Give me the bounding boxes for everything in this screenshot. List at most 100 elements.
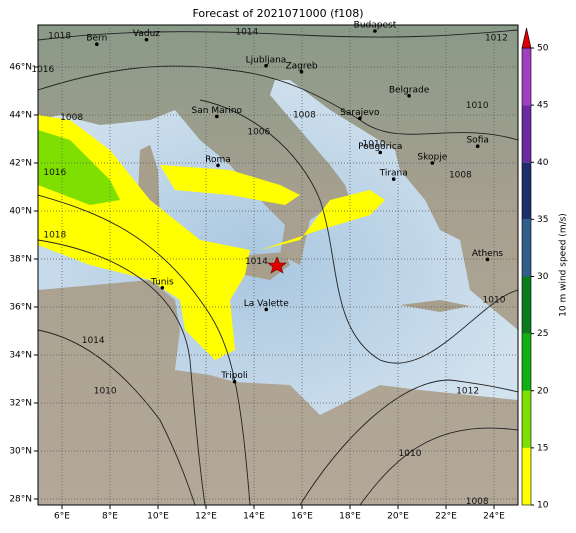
y-tick-label: 30°N	[9, 447, 32, 457]
city-label: Bern	[86, 34, 107, 44]
colorbar-segment	[522, 48, 531, 106]
city-marker	[391, 177, 396, 181]
colorbar: 10 15 20 25 30 35 40 45 50	[521, 27, 549, 511]
colorbar-tick-label: 20	[537, 386, 549, 396]
city-marker	[215, 114, 219, 119]
city-label: Tirana	[379, 169, 408, 179]
isobar-label: 1016	[43, 168, 66, 178]
city-label: Athens	[472, 249, 503, 259]
x-tick-label: 10°E	[147, 512, 169, 522]
colorbar-segment	[522, 105, 531, 163]
city-marker	[216, 163, 220, 168]
city-label: Ljubljana	[246, 55, 287, 65]
isobar-label: 1010	[94, 387, 117, 397]
colorbar-segment	[522, 162, 531, 220]
colorbar-segment	[522, 390, 531, 448]
city-marker	[160, 286, 165, 290]
isobar-label: 1016	[31, 65, 54, 75]
city-label: La Valette	[244, 299, 289, 309]
isobar-label: 1018	[43, 231, 66, 241]
colorbar-segment	[522, 276, 531, 334]
colorbar-tick-label: 45	[537, 101, 548, 111]
city-marker	[264, 307, 269, 312]
isobar-label: 1010	[483, 295, 506, 305]
city-marker	[378, 150, 383, 155]
isobar-label: 1012	[485, 34, 508, 44]
city-label: Zagreb	[285, 61, 317, 71]
city-marker	[299, 70, 304, 74]
city-label: Sofia	[466, 136, 488, 146]
city-label: Podgorica	[358, 142, 402, 152]
map-frame	[37, 24, 519, 506]
isobar-label: 1008	[60, 113, 83, 123]
x-tick-label: 24°E	[483, 512, 505, 522]
y-tick-label: 42°N	[9, 159, 32, 169]
x-tick-label: 20°E	[387, 512, 409, 522]
wind-area	[260, 190, 385, 250]
colorbar-segment	[522, 447, 531, 505]
colorbar-tick-label: 35	[537, 215, 548, 225]
city-label: Sarajevo	[340, 108, 380, 118]
y-tick-label: 32°N	[9, 399, 32, 409]
colorbar-label: 10 m wind speed (m/s)	[559, 213, 569, 317]
isobar-label: 1008	[449, 171, 472, 181]
y-tick-label: 34°N	[9, 351, 32, 361]
x-tick-label: 6°E	[54, 512, 70, 522]
colorbar-tick-label: 25	[537, 329, 548, 339]
colorbar-segment	[522, 333, 531, 391]
colorbar-tick-label: 40	[537, 158, 549, 168]
colorbar-tick-label: 30	[537, 272, 549, 282]
city-marker	[264, 64, 268, 68]
y-tick-label: 36°N	[9, 303, 32, 313]
isobar-label: 1008	[466, 497, 489, 507]
city-marker	[407, 94, 411, 98]
y-tick-label: 38°N	[9, 255, 32, 265]
city-marker	[485, 257, 490, 262]
city-label: Roma	[205, 155, 231, 165]
isobar-label: 1014	[82, 336, 105, 346]
colorbar-tick-label: 15	[537, 443, 548, 453]
city-marker	[232, 379, 237, 384]
isobar-label: 1008	[293, 111, 316, 121]
isobar-label: 1018	[48, 31, 71, 41]
isobars	[38, 29, 518, 505]
city-marker	[373, 29, 377, 33]
x-tick-label: 18°E	[339, 512, 361, 522]
city-marker	[95, 42, 99, 46]
colorbar-extend	[521, 27, 532, 49]
map-title: Forecast of 2021071000 (f108)	[192, 7, 363, 20]
x-tick-label: 12°E	[195, 512, 217, 522]
colorbar-segment	[522, 219, 531, 277]
city-label: Tunis	[150, 277, 174, 287]
isobar-label: 1012	[456, 387, 479, 397]
x-tick-label: 16°E	[291, 512, 313, 522]
isobar-label: 1006	[247, 127, 270, 137]
city-label: Tripoli	[220, 371, 248, 381]
y-tick-label: 46°N	[9, 63, 32, 73]
city-marker	[358, 116, 362, 121]
city-label: Skopje	[417, 153, 447, 163]
island	[400, 300, 470, 312]
y-tick-label: 40°N	[9, 207, 32, 217]
isobar-label: 1010	[466, 101, 489, 111]
wind-area	[38, 130, 120, 205]
city-label: San Marino	[192, 106, 243, 116]
y-tick-label: 28°N	[9, 495, 32, 505]
isobar-label: 1014	[245, 257, 268, 267]
colorbar-tick-label: 50	[537, 44, 549, 54]
city-marker	[144, 37, 149, 42]
city-label: Belgrade	[389, 85, 430, 95]
isobar-label: 1014	[235, 28, 258, 38]
y-tick-label: 44°N	[9, 111, 32, 121]
x-tick-label: 14°E	[243, 512, 265, 522]
isobar-label: 1010	[399, 449, 422, 459]
city-marker	[475, 144, 480, 148]
x-tick-label: 22°E	[435, 512, 457, 522]
wind-area	[160, 165, 300, 205]
storm-center	[267, 256, 287, 274]
city-marker	[430, 161, 435, 165]
x-tick-label: 8°E	[102, 512, 118, 522]
colorbar-tick-label: 10	[537, 501, 549, 511]
city-label: Vaduz	[133, 29, 160, 39]
